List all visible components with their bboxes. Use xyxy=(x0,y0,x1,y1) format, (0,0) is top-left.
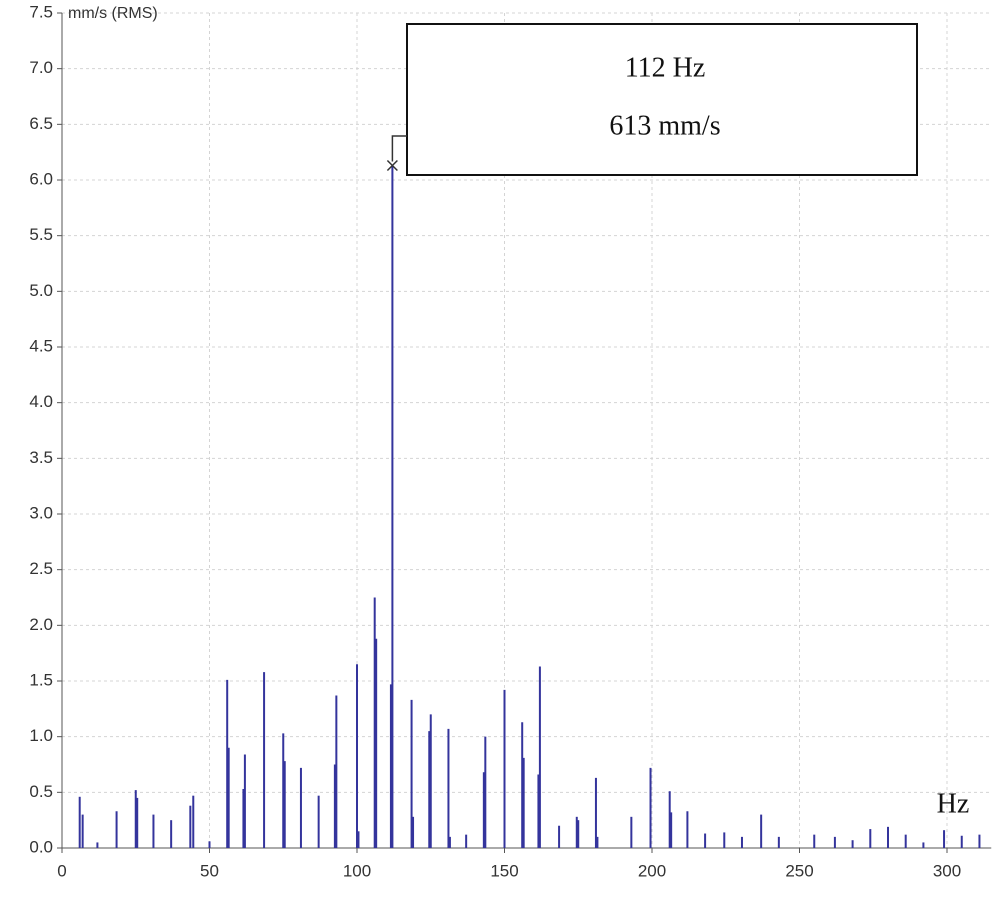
y-tick-label: 2.0 xyxy=(29,615,53,634)
x-tick-label: 200 xyxy=(638,861,666,880)
x-tick-label: 50 xyxy=(200,861,219,880)
y-tick-label: 0.0 xyxy=(29,837,53,856)
y-tick-label: 7.0 xyxy=(29,58,53,77)
annotation-text: 112 Hz xyxy=(625,52,706,83)
y-tick-label: 7.5 xyxy=(29,2,53,21)
y-tick-label: 2.5 xyxy=(29,559,53,578)
x-tick-label: 100 xyxy=(343,861,371,880)
x-tick-label: 150 xyxy=(490,861,518,880)
x-tick-label: 0 xyxy=(57,861,66,880)
x-tick-label: 250 xyxy=(785,861,813,880)
y-tick-label: 3.0 xyxy=(29,503,53,522)
y-tick-label: 5.5 xyxy=(29,225,53,244)
y-tick-label: 6.0 xyxy=(29,169,53,188)
x-axis-label: Hz xyxy=(937,788,970,819)
y-axis-label: mm/s (RMS) xyxy=(68,5,158,22)
y-tick-label: 6.5 xyxy=(29,114,53,133)
y-tick-label: 3.5 xyxy=(29,448,53,467)
y-tick-label: 4.0 xyxy=(29,392,53,411)
plot: 0.0 0.5 1.0 1.5 2.0 2.5 3.0 3.5 4.0 4.5 5.0 5.5 6.0 6… xyxy=(29,2,992,880)
annotation-text: 613 mm/s xyxy=(609,110,720,141)
peak-marker xyxy=(386,159,398,172)
y-tick-label: 4.5 xyxy=(29,336,53,355)
y-tick-label: 0.5 xyxy=(29,782,53,801)
x-tick-label: 300 xyxy=(933,861,961,880)
annotation-box xyxy=(406,23,918,176)
y-tick-label: 1.5 xyxy=(29,670,53,689)
y-tick-label: 1.0 xyxy=(29,726,53,745)
y-tick-label: 5.0 xyxy=(29,281,53,300)
annotation-leader xyxy=(391,135,407,162)
